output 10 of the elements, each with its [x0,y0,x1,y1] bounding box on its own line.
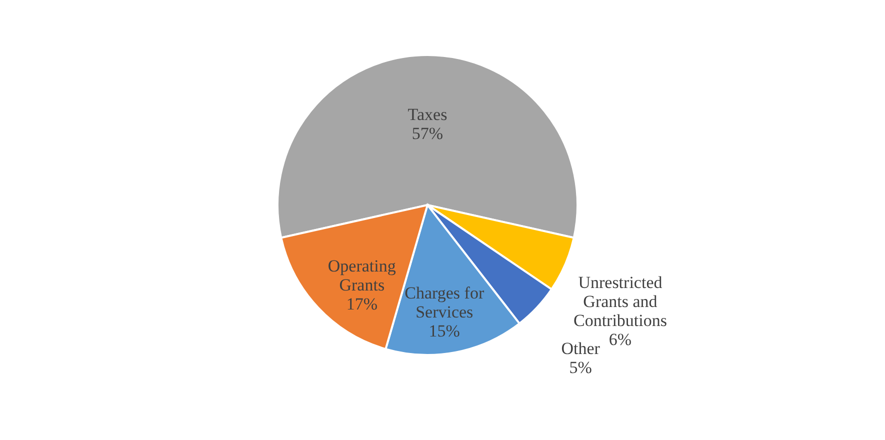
data-label: 57% [412,124,444,143]
slice-label: Charges for Services [404,283,484,322]
slice-label: Operating Grants [328,256,396,295]
data-label: 17% [346,294,378,314]
slice-label: Other [561,338,600,358]
slice-label: Taxes [408,105,448,124]
data-label: 15% [428,321,460,340]
data-label: 6% [608,330,632,349]
data-label: 5% [569,358,592,377]
slice-label: Unrestricted Grants and Contributions [573,272,667,330]
